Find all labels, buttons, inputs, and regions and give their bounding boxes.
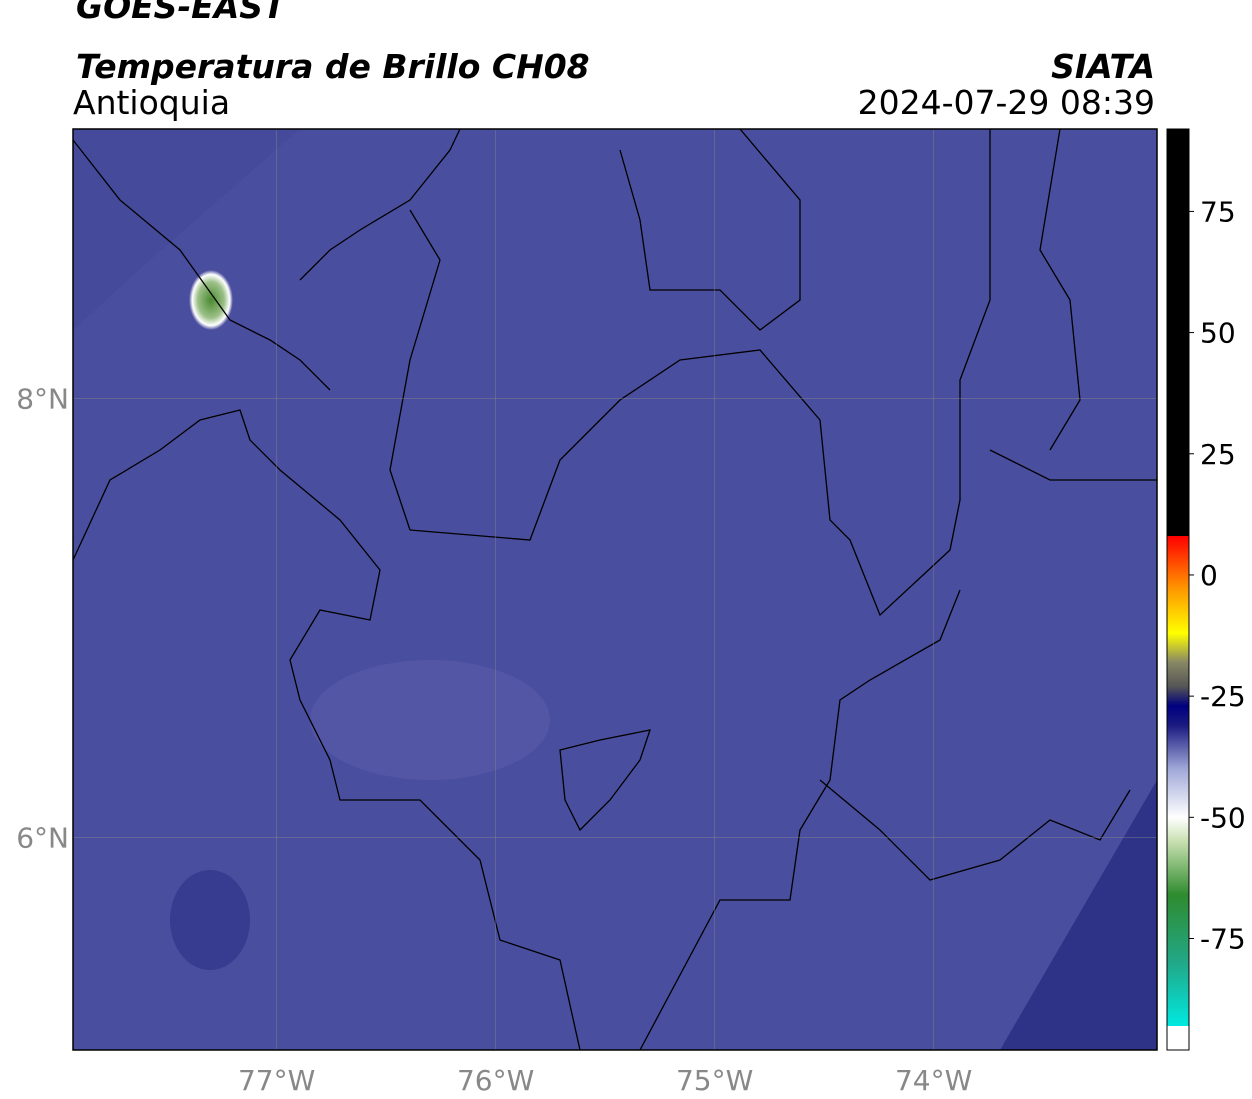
colorbar-tick-label: -50 [1200,801,1246,834]
border [409,129,991,617]
map-frame [72,128,1158,1051]
coastline [73,129,461,391]
border [819,779,1131,881]
border [559,729,651,832]
colorbar-tick-label: -25 [1200,680,1246,713]
x-tick-label: 77°W [238,1064,315,1097]
timestamp: 2024-07-29 08:39 [858,83,1155,122]
border [989,129,1157,481]
subtitle: Temperatura de Brillo CH08 [76,47,590,86]
title: GOES-EAST [76,0,288,26]
colorbar-tick-label: 75 [1200,195,1236,228]
border [389,209,441,531]
y-tick-label: 6°N [16,821,69,854]
source: SIATA [1051,47,1155,86]
x-tick-label: 75°W [676,1064,753,1097]
cloud-area [170,870,250,970]
y-tick-label: 8°N [16,383,69,416]
map [73,129,1157,1050]
border [619,129,801,331]
x-tick-label: 76°W [457,1064,534,1097]
colorbar [1166,128,1190,1051]
cold-area [1000,780,1157,1050]
region: Antioquia [73,83,230,122]
colorbar-tick-label: 25 [1200,438,1236,471]
border [73,409,581,1050]
colorbar-tick-label: -75 [1200,923,1246,956]
x-tick-label: 74°W [895,1064,972,1097]
border [639,589,961,1050]
map-background [73,129,1157,1050]
cloud-area [73,129,300,330]
colorbar-tick-label: 50 [1200,317,1236,350]
colorbar-tick-label: 0 [1200,559,1218,592]
cloud-area [310,660,550,780]
cold-cloud-top [189,270,233,330]
